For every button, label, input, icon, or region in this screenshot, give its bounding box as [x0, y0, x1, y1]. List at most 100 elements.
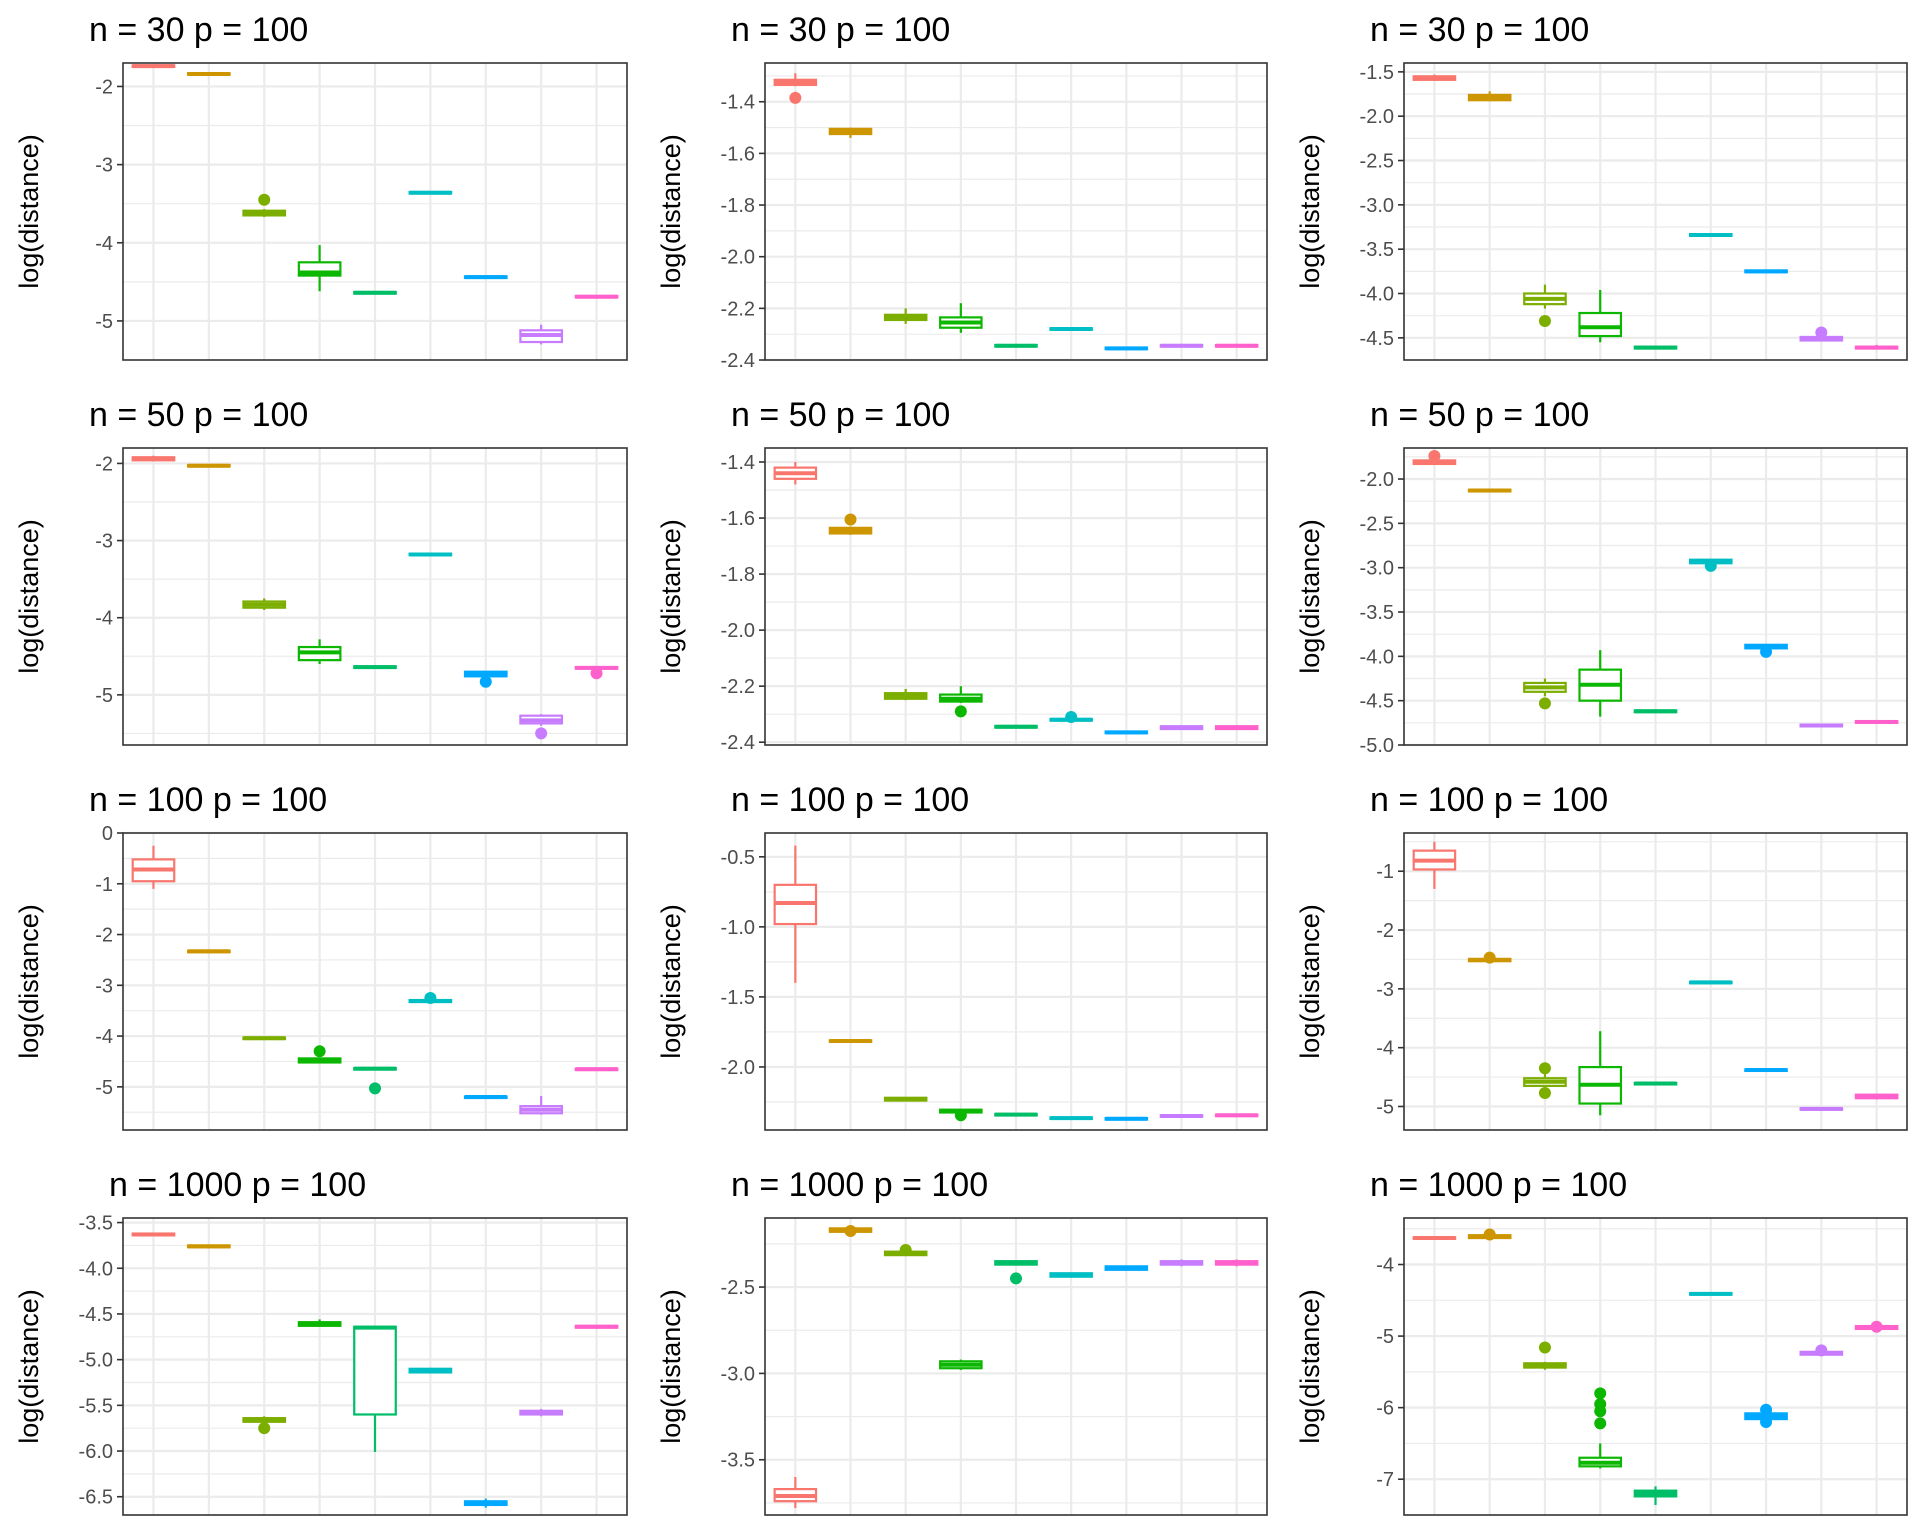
box-series-5	[353, 290, 397, 295]
plot-border	[764, 832, 1268, 1131]
y-tick-label: -2	[95, 76, 113, 98]
y-tick-label: -4	[95, 233, 113, 255]
box-series-7	[463, 1095, 508, 1100]
box-series-1	[131, 455, 176, 462]
y-tick-label: -2.0	[721, 247, 755, 269]
y-tick-label: -5	[95, 1077, 113, 1099]
y-tick-label: -2	[95, 453, 113, 475]
chart-panel-2: -1.4 -1.6 -1.8 -2.0 -2.2 -2.4 log(distance) n =…	[656, 11, 1268, 372]
outlier-point	[1538, 1341, 1551, 1354]
box-series-8	[519, 714, 564, 740]
y-tick-label: -2.2	[721, 676, 755, 698]
box-series-2	[186, 1244, 231, 1249]
y-tick-label: -4	[1376, 1255, 1394, 1277]
box-series-1	[1412, 449, 1457, 466]
box-series-2	[828, 513, 873, 535]
y-axis-label: log(distance)	[1295, 904, 1325, 1059]
box-series-7	[1744, 269, 1788, 274]
box-series-8	[519, 1095, 564, 1115]
box-series-9	[1214, 1259, 1259, 1267]
chart-title: n = 100 p = 100	[89, 781, 327, 819]
y-tick-label: -2	[1376, 920, 1394, 942]
y-tick-label: -1.5	[1360, 62, 1394, 84]
box-series-3	[242, 598, 287, 610]
plot-border	[764, 1217, 1268, 1516]
box-series-5	[353, 1325, 397, 1452]
box-series-8	[1799, 723, 1844, 728]
y-tick-label: -4	[1376, 1038, 1394, 1060]
y-tick-label: -5.5	[79, 1395, 113, 1417]
y-tick-label: -4.0	[1360, 646, 1394, 668]
y-axis-label: log(distance)	[14, 904, 44, 1059]
outlier-point	[1428, 449, 1441, 462]
chart-title: n = 50 p = 100	[1370, 396, 1589, 434]
box-series-7	[1104, 346, 1149, 351]
box-series-8	[1159, 725, 1204, 731]
y-axis-label: log(distance)	[656, 904, 686, 1059]
box-series-8	[1159, 1259, 1204, 1267]
chart-title: n = 30 p = 100	[1370, 11, 1589, 49]
outlier-point	[1538, 314, 1551, 327]
plot-border	[122, 62, 628, 361]
box-series-6	[1049, 327, 1093, 332]
y-tick-label: -3.5	[1360, 602, 1394, 624]
outlier-point	[258, 193, 271, 206]
box-series-9	[1214, 1113, 1259, 1118]
box-series-3	[1523, 1062, 1567, 1099]
box-series-5	[1633, 1486, 1678, 1505]
box-series-3	[1523, 678, 1567, 710]
box-series-5	[994, 724, 1038, 729]
outlier-point	[1065, 710, 1078, 723]
plot-border	[1403, 447, 1908, 746]
box-series-7	[463, 670, 508, 688]
y-tick-label: -1.5	[721, 987, 755, 1009]
y-tick-label: -4.5	[79, 1304, 113, 1326]
chart-title: n = 30 p = 100	[89, 11, 308, 49]
plot-border	[122, 1217, 628, 1516]
y-tick-label: -5	[1376, 1326, 1394, 1348]
box-series-3	[883, 1243, 928, 1257]
box-series-6	[408, 190, 453, 195]
box-series-4	[939, 1359, 983, 1370]
box-series-8	[1159, 1113, 1204, 1118]
box-series-5	[994, 343, 1038, 348]
box-series-2	[1467, 1228, 1512, 1241]
chart-panel-1: -2 -3 -4 -5 log(distance) n = 30 p = 100	[14, 11, 628, 361]
chart-title: n = 100 p = 100	[1370, 781, 1608, 819]
y-tick-label: -1	[1376, 861, 1394, 883]
y-tick-label: -3.5	[79, 1213, 113, 1235]
box-series-6	[408, 992, 453, 1004]
chart-title: n = 50 p = 100	[89, 396, 308, 434]
y-tick-label: -3.5	[721, 1450, 755, 1472]
chart-panel-8: -0.5 -1.0 -1.5 -2.0 log(distance) n = 100 p =…	[656, 781, 1268, 1131]
outlier-point	[1760, 1403, 1773, 1416]
y-tick-label: -4.0	[1360, 284, 1394, 306]
chart-title: n = 1000 p = 100	[1370, 1166, 1627, 1204]
outlier-point	[1815, 326, 1828, 339]
outlier-point	[844, 513, 857, 526]
box-series-8	[519, 1408, 564, 1417]
box-series-2	[186, 463, 231, 468]
y-tick-label: -5	[95, 311, 113, 333]
outlier-point	[954, 705, 967, 718]
y-tick-label: -5	[95, 685, 113, 707]
y-tick-label: -1	[95, 874, 113, 896]
box-series-5	[1633, 709, 1678, 714]
y-tick-label: -1.8	[721, 195, 755, 217]
box-series-3	[1523, 1341, 1567, 1370]
y-tick-label: -0.5	[721, 847, 755, 869]
y-tick-label: -2.0	[1360, 469, 1394, 491]
box-series-9	[574, 665, 619, 680]
y-axis-label: log(distance)	[14, 519, 44, 674]
y-tick-label: -4.0	[79, 1258, 113, 1280]
chart-title: n = 1000 p = 100	[109, 1166, 366, 1204]
box-iqr	[353, 1325, 397, 1416]
outlier-point	[1538, 1062, 1551, 1075]
outlier-point	[1594, 1417, 1607, 1430]
box-series-9	[1854, 1320, 1899, 1333]
y-tick-label: -3.0	[721, 1363, 755, 1385]
y-tick-label: -4.5	[1360, 691, 1394, 713]
y-tick-label: -2.2	[721, 298, 755, 320]
box-series-7	[1744, 643, 1788, 658]
box-series-8	[1799, 1106, 1844, 1111]
